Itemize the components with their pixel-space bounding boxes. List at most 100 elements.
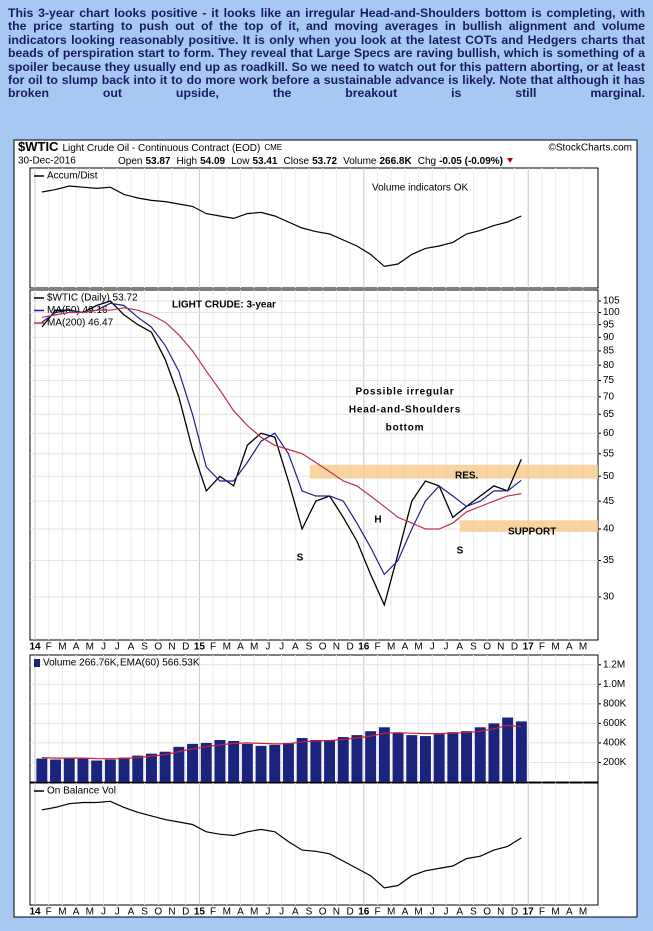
legend-label: Volume 266.76K, — [43, 658, 119, 669]
x-tick-label: 16 — [358, 907, 370, 918]
x-tick-label: S — [141, 642, 148, 653]
x-tick-label: 14 — [29, 907, 41, 918]
x-tick-label: J — [265, 907, 270, 918]
x-tick-label: M — [58, 907, 66, 918]
quote-label: High — [177, 156, 198, 167]
x-tick-label: J — [430, 907, 435, 918]
y-tick-label: 800K — [603, 698, 627, 709]
quote: Open 53.87 High 54.09 Low 53.41 Close 53.72 Volu… — [118, 156, 503, 167]
x-tick-label: D — [346, 907, 353, 918]
x-tick-label: S — [306, 907, 313, 918]
volume-bar — [502, 717, 514, 782]
y-tick-label: 55 — [603, 448, 615, 459]
x-tick-label: A — [402, 642, 409, 653]
x-tick-label: 17 — [523, 907, 535, 918]
volume-bar — [173, 746, 185, 782]
volume-bar — [77, 758, 89, 782]
y-tick-label: 65 — [603, 409, 615, 420]
series-line — [41, 302, 522, 576]
x-tick-label: A — [566, 907, 573, 918]
quote-label: Volume — [343, 156, 377, 167]
x-tick-label: J — [444, 642, 449, 653]
exchange: CME — [264, 143, 282, 152]
volume-bar — [310, 739, 322, 782]
chart: $WTIC Light Crude Oil - Continuous Contra… — [13, 139, 638, 918]
series-line — [41, 185, 522, 268]
volume-bar — [104, 759, 116, 782]
date: 30-Dec-2016 — [18, 156, 76, 167]
y-tick-label: 1.2M — [603, 659, 625, 670]
x-tick-label: 15 — [194, 642, 206, 653]
x-tick-label: M — [86, 642, 94, 653]
x-tick-label: M — [414, 907, 422, 918]
volume-bar — [365, 731, 377, 782]
x-tick-label: M — [551, 907, 559, 918]
volume-bar — [282, 742, 294, 782]
legend-label: EMA(60) 566.53K — [120, 658, 200, 669]
x-tick-label: M — [223, 642, 231, 653]
y-tick-label: 90 — [603, 332, 615, 343]
quote-value: 54.09 — [200, 156, 225, 167]
x-tick-label: D — [511, 907, 518, 918]
volume-bar — [200, 742, 212, 782]
head-label: H — [374, 515, 381, 526]
volume-bar — [515, 721, 527, 782]
y-tick-label: 85 — [603, 346, 615, 357]
x-tick-label: S — [470, 642, 477, 653]
header-title: $WTIC Light Crude Oil - Continuous Contra… — [18, 139, 282, 154]
x-tick-label: J — [101, 642, 106, 653]
x-tick-label: A — [128, 907, 135, 918]
legend-label: MA(50) 49.16 — [47, 305, 108, 316]
quote-value: 53.87 — [145, 156, 170, 167]
volume-bar — [324, 739, 336, 782]
legend-label: $WTIC (Daily) 53.72 — [47, 293, 138, 304]
annotation-title: LIGHT CRUDE: 3-year — [172, 300, 276, 311]
x-tick-label: N — [168, 907, 175, 918]
x-tick-label: J — [115, 907, 120, 918]
pattern-label: Possible irregular — [356, 387, 455, 398]
x-tick-label: F — [539, 642, 545, 653]
instrument-name: Light Crude Oil - Continuous Contract (E… — [62, 143, 260, 154]
volume-bar — [351, 735, 363, 782]
volume-bar — [228, 740, 240, 782]
x-tick-label: F — [210, 907, 216, 918]
volume-bar — [447, 732, 459, 782]
quote-label: Chg — [418, 156, 436, 167]
volume-bar — [269, 744, 281, 782]
down-arrow — [507, 158, 513, 163]
x-tick-label: O — [154, 907, 162, 918]
panel-frame — [29, 782, 599, 906]
x-tick-label: S — [470, 907, 477, 918]
panel-frame — [29, 167, 599, 289]
quote-value: 53.41 — [252, 156, 277, 167]
series-line — [41, 300, 522, 607]
x-tick-label: O — [483, 642, 491, 653]
quote-label: Low — [231, 156, 250, 167]
volume-bar — [419, 736, 431, 782]
x-tick-label: J — [101, 907, 106, 918]
x-tick-label: A — [566, 642, 573, 653]
x-tick-label: M — [414, 642, 422, 653]
x-tick-label: F — [539, 907, 545, 918]
volume-bar — [118, 757, 130, 782]
x-tick-label: O — [154, 642, 162, 653]
x-tick-label: A — [73, 907, 80, 918]
volume-bar — [461, 731, 473, 782]
x-tick-label: J — [115, 642, 120, 653]
y-tick-label: 105 — [603, 296, 620, 307]
x-tick-label: M — [579, 907, 587, 918]
volume-bar — [63, 757, 75, 782]
volume-bar — [337, 737, 349, 782]
legend-label: MA(200) 46.47 — [47, 318, 114, 329]
x-tick-label: J — [279, 642, 284, 653]
x-tick-label: O — [319, 907, 327, 918]
volume-bar — [406, 735, 418, 782]
volume-bar — [159, 751, 171, 782]
legend-label: Accum/Dist — [47, 171, 98, 182]
x-tick-label: F — [374, 642, 380, 653]
x-tick-label: 17 — [523, 642, 535, 653]
y-tick-label: 30 — [603, 592, 615, 603]
y-tick-label: 45 — [603, 496, 615, 507]
x-tick-label: M — [387, 642, 395, 653]
